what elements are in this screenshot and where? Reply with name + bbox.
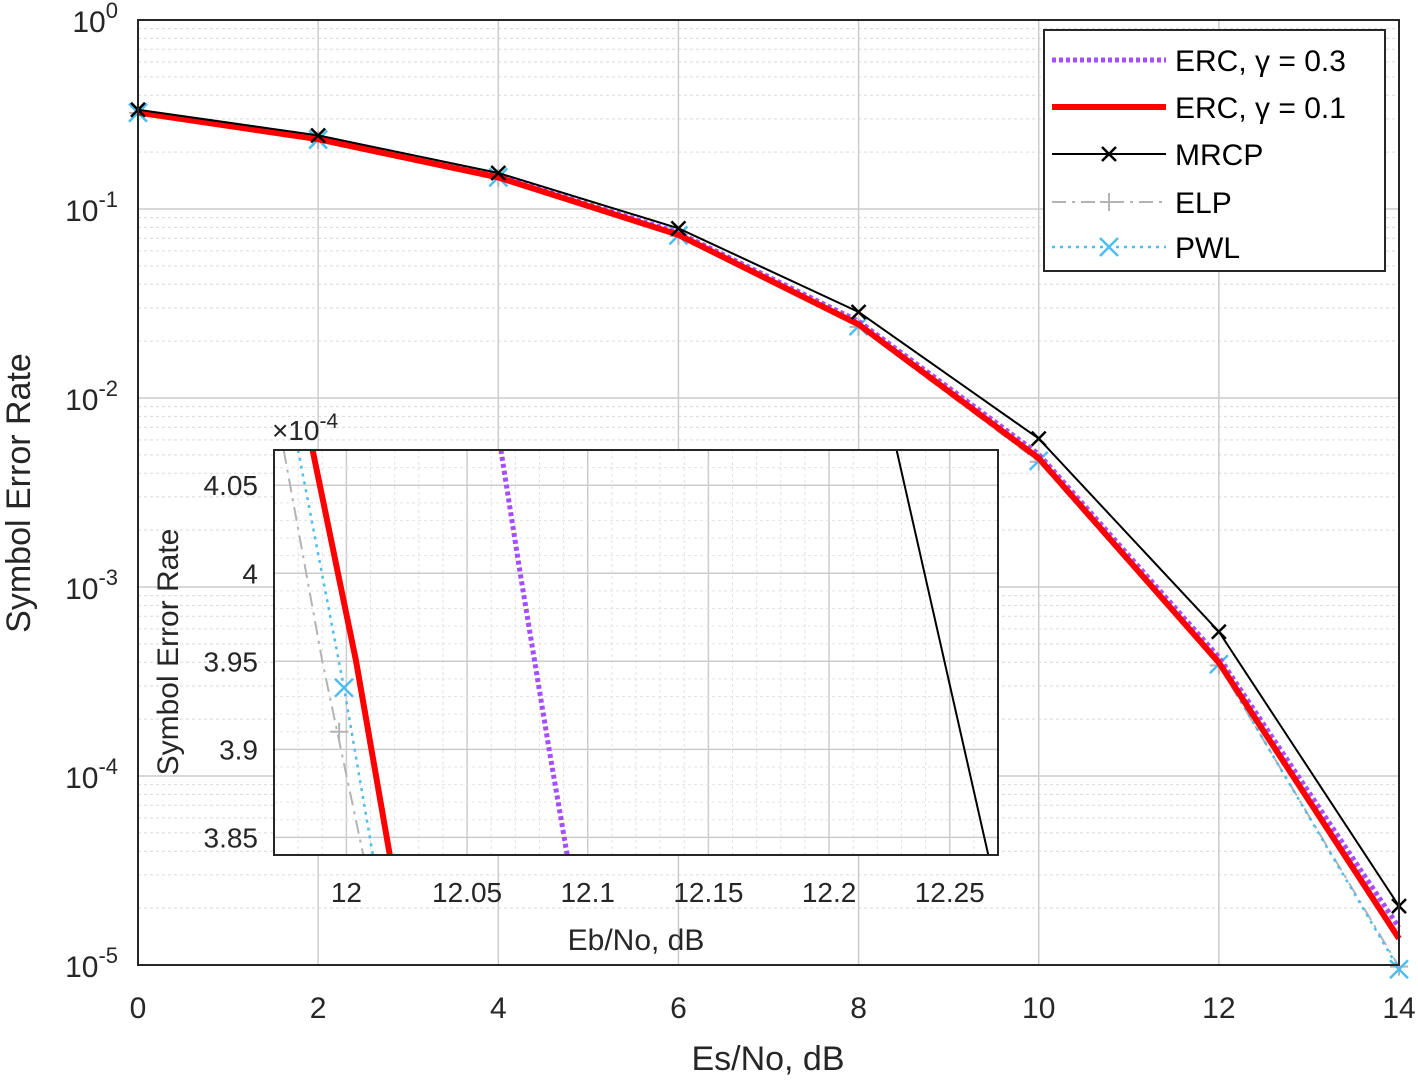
inset-series-line	[282, 450, 365, 855]
legend-marker	[1100, 193, 1118, 211]
legend-marker	[1101, 146, 1117, 162]
main-series-marker	[670, 220, 687, 237]
legend-entry: PWL	[1052, 232, 1240, 265]
inset-series-marker	[330, 722, 349, 741]
main-x-axis-label: Es/No, dB	[691, 1040, 844, 1078]
legend-label: PWL	[1175, 232, 1240, 265]
inset-y-axis-label: Symbol Error Rate	[152, 529, 185, 776]
inset-series-line	[498, 450, 570, 855]
inset-y-tick-label: 4	[242, 558, 258, 589]
main-y-axis-label: Symbol Error Rate	[0, 353, 38, 633]
main-y-tick-label: 10-5	[65, 943, 118, 984]
inset-x-tick-label: 12.05	[432, 877, 502, 908]
main-y-tick-label: 10-1	[65, 187, 118, 228]
main-y-tick-label: 10-4	[65, 754, 118, 795]
main-x-tick-label: 6	[670, 992, 687, 1025]
main-y-tick-base: 10	[65, 384, 98, 417]
main-x-tick-label: 2	[310, 992, 327, 1025]
legend-label: ERC, γ = 0.3	[1175, 45, 1346, 78]
main-y-tick-base: 10	[72, 6, 105, 39]
inset-grid	[274, 449, 999, 855]
inset-y-tick-labels: 3.85 3.9 3.95 4 4.05	[204, 470, 259, 853]
main-y-tick-exponent: -2	[98, 376, 118, 401]
legend-box	[1043, 29, 1386, 272]
main-x-tick-label: 0	[130, 992, 147, 1025]
inset-y-multiplier: ×10-4	[272, 410, 338, 446]
main-series-marker	[490, 165, 507, 181]
legend-label: MRCP	[1175, 139, 1263, 172]
inset-series-clip	[282, 450, 990, 855]
main-plot-frame	[137, 19, 1400, 966]
inset-y-tick-label: 3.9	[219, 734, 258, 765]
inset-y-tick-label: 3.85	[204, 822, 259, 853]
main-x-tick-label: 4	[490, 992, 507, 1025]
legend-entry: ERC, γ = 0.1	[1052, 92, 1346, 125]
main-y-tick-exponent: -5	[98, 943, 118, 968]
main-y-tick-base: 10	[65, 762, 98, 795]
main-x-tick-label: 8	[850, 992, 867, 1025]
inset-x-tick-label: 12.1	[560, 877, 615, 908]
legend-marker	[1099, 237, 1119, 257]
inset-y-tick-label: 4.05	[204, 470, 259, 501]
main-y-tick-label: 100	[72, 0, 118, 39]
main-series-marker	[1389, 959, 1409, 980]
main-series-line	[137, 109, 1402, 941]
main-x-tick-label: 14	[1382, 992, 1415, 1025]
inset-y-multiplier-exponent: -4	[320, 410, 339, 433]
inset-series-line	[309, 450, 393, 855]
legend-entry: ERC, γ = 0.3	[1052, 45, 1346, 78]
main-x-tick-label: 12	[1202, 992, 1235, 1025]
main-y-tick-label: 10-2	[65, 376, 118, 417]
main-series-marker	[1030, 430, 1047, 447]
legend-label: ERC, γ = 0.1	[1175, 92, 1346, 125]
inset-x-axis-label: Eb/No, dB	[568, 924, 705, 957]
main-y-tick-exponent: -1	[98, 187, 118, 212]
inset-x-tick-labels: 12 12.05 12.1 12.15 12.2 12.25	[331, 877, 985, 908]
legend-entry: MRCP	[1052, 139, 1263, 172]
main-y-tick-label: 10-3	[65, 565, 118, 606]
inset-y-multiplier-prefix: ×10	[272, 415, 320, 446]
main-y-tick-exponent: -4	[98, 754, 118, 779]
main-y-tick-base: 10	[65, 195, 98, 228]
inset-x-tick-label: 12.15	[673, 877, 743, 908]
legend: ERC, γ = 0.3 ERC, γ = 0.1 MRCP ELP PWL	[1043, 29, 1386, 272]
main-series-line	[137, 108, 1400, 907]
inset-x-tick-label: 12	[331, 877, 362, 908]
main-series-group	[128, 101, 1409, 980]
inset-plot: 12 12.05 12.1 12.15 12.2 12.25 3.85 3.9 3.95 4 4.…	[152, 410, 999, 957]
inset-y-tick-label: 3.95	[204, 646, 259, 677]
inset-series-group	[282, 450, 990, 855]
main-y-tick-base: 10	[65, 951, 98, 984]
main-y-tick-exponent: 0	[106, 0, 118, 23]
inset-series-marker	[334, 677, 354, 698]
main-series-marker	[850, 304, 867, 320]
main-series-marker	[310, 127, 327, 144]
inset-plot-frame	[273, 449, 999, 856]
inset-x-tick-label: 12.2	[802, 877, 857, 908]
main-x-tick-label: 10	[1022, 992, 1055, 1025]
legend-label: ELP	[1175, 187, 1232, 220]
main-y-tick-base: 10	[65, 573, 98, 606]
inset-x-tick-label: 12.25	[915, 877, 985, 908]
main-y-tick-exponent: -3	[98, 565, 118, 590]
main-series-marker	[1210, 623, 1227, 640]
inset-series-line	[895, 450, 990, 855]
legend-entry: ELP	[1052, 187, 1232, 220]
main-x-tick-labels: 0 2 4 6 8 10 12 14	[130, 992, 1416, 1025]
